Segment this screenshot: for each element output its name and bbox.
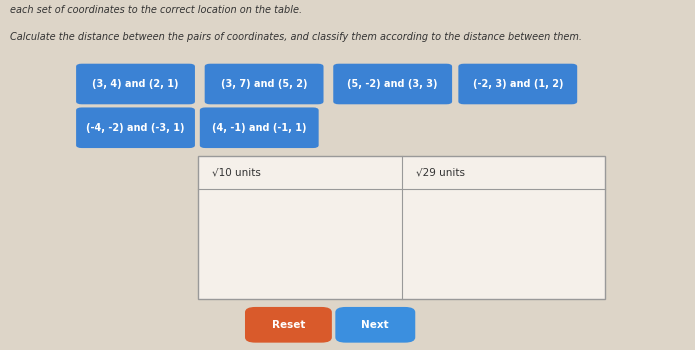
FancyBboxPatch shape [198, 156, 605, 299]
FancyBboxPatch shape [76, 107, 195, 148]
Text: each set of coordinates to the correct location on the table.: each set of coordinates to the correct l… [10, 5, 302, 15]
Text: √29 units: √29 units [416, 167, 465, 177]
FancyBboxPatch shape [200, 107, 318, 148]
FancyBboxPatch shape [204, 64, 323, 104]
FancyBboxPatch shape [245, 307, 332, 343]
FancyBboxPatch shape [459, 64, 577, 104]
Text: (4, -1) and (-1, 1): (4, -1) and (-1, 1) [212, 123, 306, 133]
Text: √10 units: √10 units [212, 167, 261, 177]
Text: (-4, -2) and (-3, 1): (-4, -2) and (-3, 1) [86, 123, 185, 133]
Text: (3, 4) and (2, 1): (3, 4) and (2, 1) [92, 79, 179, 89]
Text: (-2, 3) and (1, 2): (-2, 3) and (1, 2) [473, 79, 563, 89]
FancyBboxPatch shape [76, 64, 195, 104]
Text: Calculate the distance between the pairs of coordinates, and classify them accor: Calculate the distance between the pairs… [10, 32, 582, 42]
Text: Reset: Reset [272, 320, 305, 330]
Text: Next: Next [361, 320, 389, 330]
FancyBboxPatch shape [333, 64, 452, 104]
FancyBboxPatch shape [336, 307, 416, 343]
Text: (3, 7) and (5, 2): (3, 7) and (5, 2) [221, 79, 307, 89]
Text: (5, -2) and (3, 3): (5, -2) and (3, 3) [348, 79, 438, 89]
